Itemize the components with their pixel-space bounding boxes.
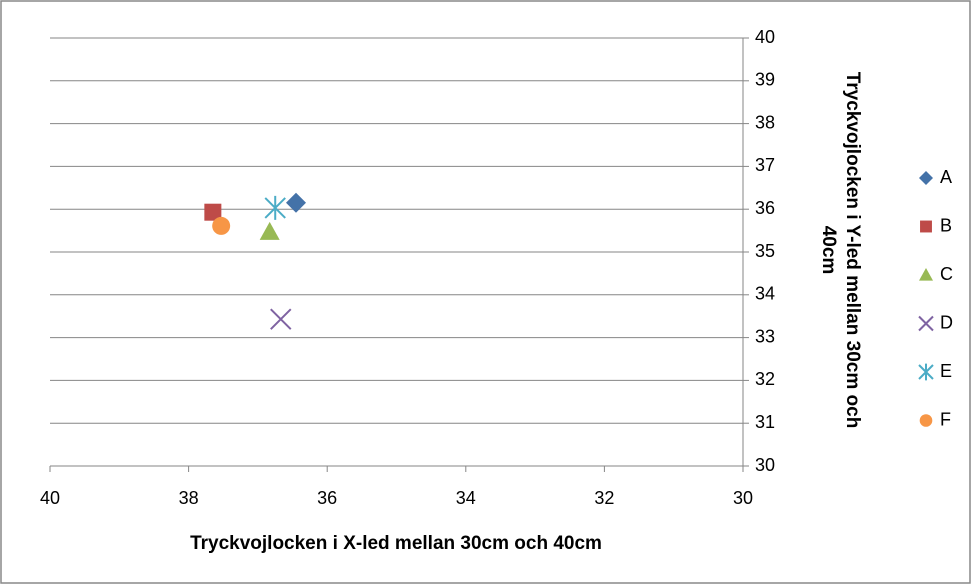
y-tick-label: 32 bbox=[755, 369, 775, 389]
legend-label: D bbox=[940, 312, 953, 332]
x-tick-label: 36 bbox=[317, 488, 337, 508]
y-tick-label: 31 bbox=[755, 412, 775, 432]
marker bbox=[919, 171, 933, 185]
y-tick-label: 36 bbox=[755, 198, 775, 218]
marker bbox=[212, 216, 231, 235]
x-tick-label: 40 bbox=[40, 488, 60, 508]
x-tick-label: 32 bbox=[594, 488, 614, 508]
legend-label: A bbox=[940, 167, 952, 187]
y-tick-label: 33 bbox=[755, 326, 775, 346]
y-tick-label: 34 bbox=[755, 284, 775, 304]
x-axis-title: Tryckvojlocken i X-led mellan 30cm och 4… bbox=[190, 533, 602, 554]
marker bbox=[259, 221, 280, 240]
marker bbox=[920, 220, 932, 233]
marker bbox=[270, 308, 292, 330]
marker bbox=[918, 315, 934, 332]
legend-label: C bbox=[940, 264, 953, 284]
marker bbox=[919, 414, 933, 427]
y-tick-label: 38 bbox=[755, 112, 775, 132]
y-axis-title: Tryckvojlocken i Y-led mellan 30cm och40… bbox=[818, 72, 863, 429]
y-tick-label: 40 bbox=[755, 27, 775, 47]
x-tick-label: 34 bbox=[456, 488, 476, 508]
legend-label: F bbox=[940, 409, 951, 429]
y-tick-label: 35 bbox=[755, 241, 775, 261]
marker bbox=[204, 203, 222, 221]
y-tick-label: 39 bbox=[755, 70, 775, 90]
y-tick-label: 37 bbox=[755, 155, 775, 175]
legend-label: B bbox=[940, 215, 952, 235]
marker bbox=[286, 192, 307, 213]
y-tick-label: 30 bbox=[755, 455, 775, 475]
x-tick-label: 38 bbox=[179, 488, 199, 508]
marker bbox=[264, 195, 286, 220]
x-tick-label: 30 bbox=[733, 488, 753, 508]
marker bbox=[918, 363, 934, 381]
marker bbox=[919, 268, 933, 281]
legend-label: E bbox=[940, 361, 952, 381]
